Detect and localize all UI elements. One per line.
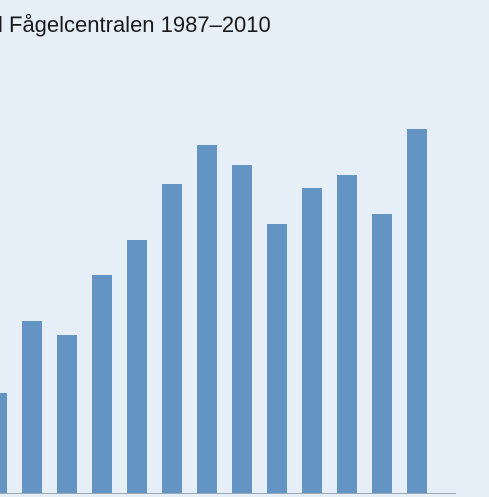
bar-10 [302,188,322,493]
bar-3 [57,335,77,493]
bar-6 [162,184,182,493]
bar-13 [407,129,427,493]
bar-9 [267,224,287,493]
bar-12 [372,214,392,493]
bar-11 [337,175,357,493]
bar-7 [197,145,217,493]
bar-4 [92,275,112,493]
bars-group [0,129,427,493]
bar-8 [232,165,252,493]
bar-1 [0,393,7,493]
bar-2 [22,321,42,493]
bar-5 [127,240,147,493]
chart-title: l Fågelcentralen 1987–2010 [0,12,271,37]
